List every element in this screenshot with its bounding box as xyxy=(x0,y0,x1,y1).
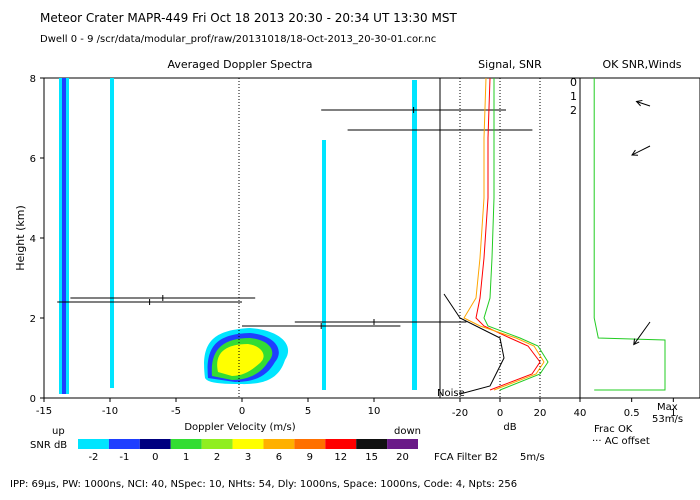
colorbar-swatch xyxy=(78,439,109,449)
colorbar-swatch xyxy=(139,439,171,449)
band-cyan-right1 xyxy=(322,140,326,390)
colorbar-swatch xyxy=(201,439,233,449)
colorbar-swatch xyxy=(170,439,202,449)
ytick-label: 0 xyxy=(30,394,36,405)
colorbar-value: 3 xyxy=(245,452,251,463)
db-axis-label: dB xyxy=(503,422,516,433)
velocity-tick-label: 5 xyxy=(305,406,311,417)
colorbar-value: -1 xyxy=(119,452,129,463)
wind-arrow-head xyxy=(635,99,643,107)
spectra-title: Averaged Doppler Spectra xyxy=(167,58,312,71)
max-label: Max xyxy=(657,402,678,413)
wind-arrow-head xyxy=(631,149,639,156)
wind-arrow-head xyxy=(633,338,640,346)
colorbar-value: 0 xyxy=(152,452,158,463)
db-tick-label: 20 xyxy=(534,408,547,419)
ok-title: OK SNR,Winds xyxy=(602,58,681,71)
colorbar-value: 20 xyxy=(396,452,409,463)
velocity-tick-label: 0 xyxy=(239,406,245,417)
ytick-label: 6 xyxy=(30,154,36,165)
colorbar-value: -2 xyxy=(88,452,98,463)
ytick-label: 8 xyxy=(30,74,36,85)
ok-xticks: 0.5 1 xyxy=(624,398,677,419)
colorbar-label: SNR dB xyxy=(30,440,67,451)
ok-frame xyxy=(579,77,700,399)
snr-series-0 xyxy=(475,77,541,391)
colorbar-swatch xyxy=(325,439,357,449)
colorbar-value: 6 xyxy=(276,452,282,463)
band-cyan-mid xyxy=(110,78,114,388)
colorbar-swatch xyxy=(232,439,264,449)
db-tick-label: 40 xyxy=(574,408,587,419)
signal-frame xyxy=(439,77,581,399)
snr-series-1 xyxy=(463,77,545,391)
band-cyan-right2 xyxy=(412,80,417,390)
spectra-xticks: -15 -10 -5 0 5 10 xyxy=(36,398,381,417)
colorbar-swatch xyxy=(387,439,418,449)
velocity-tick-label: -10 xyxy=(102,406,118,417)
ok-lines xyxy=(593,78,666,391)
velocity-tick-label: 10 xyxy=(368,406,381,417)
colorbar-swatch xyxy=(263,439,295,449)
error-bars xyxy=(57,107,533,329)
signal-panel: -20 0 20 40 Noise xyxy=(437,77,587,419)
filter-speed: 5m/s xyxy=(520,452,545,463)
footer-params: IPP: 69μs, PW: 1000ns, NCI: 40, NSpec: 1… xyxy=(10,479,517,490)
frac-tick-label: 1 xyxy=(670,408,676,419)
max-value: 53m/s xyxy=(652,414,683,425)
spectra-panel: 0 2 4 6 8 -15 -10 -5 0 5 10 xyxy=(30,74,533,417)
header-line1: Meteor Crater MAPR-449 Fri Oct 18 2013 2… xyxy=(40,11,457,25)
colorbar-swatch xyxy=(294,439,326,449)
colorbar: -2 -1 0 1 2 3 6 9 12 15 20 xyxy=(78,439,418,463)
wind-arrow xyxy=(636,101,651,107)
ytick-label: 2 xyxy=(30,314,36,325)
ytick-label: 4 xyxy=(30,234,36,245)
colorbar-value: 2 xyxy=(214,452,220,463)
colorbar-swatch xyxy=(108,439,140,449)
signal-lines xyxy=(443,77,549,398)
down-label: down xyxy=(394,426,421,437)
beam-label-0: 0 xyxy=(570,76,577,89)
colorbar-value: 1 xyxy=(183,452,189,463)
db-tick-label: 0 xyxy=(497,408,503,419)
signal-xticks: -20 0 20 40 xyxy=(452,398,587,419)
band-blue-left xyxy=(62,78,66,394)
snr-series-2 xyxy=(483,78,549,391)
header-line2: Dwell 0 - 9 /scr/data/modular_prof/raw/2… xyxy=(40,34,436,45)
filter-label: FCA Filter B2 xyxy=(434,452,498,463)
beam-label-2: 2 xyxy=(570,104,577,117)
ok-panel: 0.5 1 xyxy=(579,77,700,419)
noise-label: Noise xyxy=(437,388,465,399)
blob-yellow xyxy=(217,344,264,376)
velocity-tick-label: -5 xyxy=(171,406,181,417)
up-label: up xyxy=(52,426,65,437)
wind-arrow xyxy=(633,321,651,345)
db-tick-label: -20 xyxy=(452,408,468,419)
colorbar-value: 9 xyxy=(307,452,313,463)
frac-ok-label: Frac OK xyxy=(594,424,633,435)
signal-title: Signal, SNR xyxy=(478,58,542,71)
colorbar-value: 12 xyxy=(334,452,347,463)
colorbar-value: 15 xyxy=(365,452,378,463)
wind-arrow xyxy=(631,145,651,156)
velocity-axis-label: Doppler Velocity (m/s) xyxy=(184,422,295,433)
noise-series xyxy=(443,293,505,395)
frac-ok-series xyxy=(593,78,666,391)
velocity-tick-label: -15 xyxy=(36,406,52,417)
y-axis-label: Height (km) xyxy=(14,205,27,271)
spectra-yticks: 0 2 4 6 8 xyxy=(30,74,44,405)
frac-tick-label: 0.5 xyxy=(624,408,640,419)
ac-offset-label: ··· AC offset xyxy=(592,436,650,447)
beam-label-1: 1 xyxy=(570,90,577,103)
colorbar-swatch xyxy=(356,439,388,449)
